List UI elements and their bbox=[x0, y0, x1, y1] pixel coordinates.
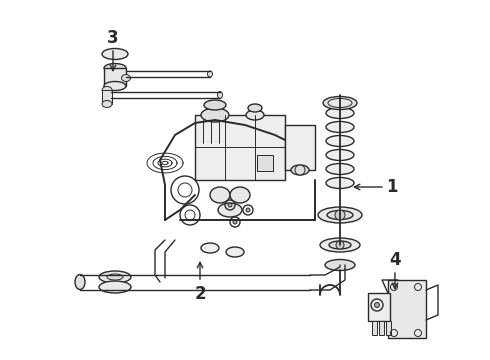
Ellipse shape bbox=[207, 71, 213, 77]
Circle shape bbox=[233, 220, 237, 224]
Text: 4: 4 bbox=[389, 251, 401, 269]
Ellipse shape bbox=[210, 187, 230, 203]
Ellipse shape bbox=[122, 75, 130, 81]
Ellipse shape bbox=[320, 238, 360, 252]
Bar bbox=[379, 321, 384, 335]
Ellipse shape bbox=[248, 104, 262, 112]
Ellipse shape bbox=[326, 135, 354, 147]
Ellipse shape bbox=[226, 247, 244, 257]
Ellipse shape bbox=[291, 165, 309, 175]
Ellipse shape bbox=[75, 274, 85, 289]
Bar bbox=[285, 125, 315, 170]
Ellipse shape bbox=[102, 100, 112, 108]
Ellipse shape bbox=[318, 207, 362, 223]
Circle shape bbox=[228, 203, 232, 207]
Ellipse shape bbox=[201, 243, 219, 253]
Bar bbox=[104, 68, 126, 86]
Ellipse shape bbox=[326, 108, 354, 118]
Text: 2: 2 bbox=[194, 285, 206, 303]
Ellipse shape bbox=[323, 96, 357, 109]
Ellipse shape bbox=[325, 260, 355, 270]
Circle shape bbox=[335, 210, 345, 220]
Ellipse shape bbox=[107, 274, 123, 280]
Text: 3: 3 bbox=[107, 29, 119, 47]
Bar bbox=[386, 321, 391, 335]
Ellipse shape bbox=[218, 203, 242, 217]
Ellipse shape bbox=[102, 49, 128, 59]
Bar bbox=[368, 293, 390, 321]
Ellipse shape bbox=[329, 241, 351, 249]
Bar bbox=[102, 90, 112, 104]
Circle shape bbox=[295, 165, 305, 175]
Ellipse shape bbox=[99, 281, 131, 293]
Ellipse shape bbox=[326, 177, 354, 189]
Ellipse shape bbox=[230, 187, 250, 203]
Circle shape bbox=[374, 302, 379, 307]
Ellipse shape bbox=[326, 163, 354, 175]
Ellipse shape bbox=[327, 211, 353, 220]
Ellipse shape bbox=[102, 86, 112, 94]
Circle shape bbox=[246, 208, 250, 212]
Bar bbox=[388, 280, 426, 338]
Ellipse shape bbox=[104, 63, 126, 72]
Ellipse shape bbox=[218, 91, 222, 99]
Text: 1: 1 bbox=[386, 178, 398, 196]
Bar bbox=[372, 321, 377, 335]
Ellipse shape bbox=[99, 271, 131, 283]
Ellipse shape bbox=[326, 122, 354, 132]
Bar bbox=[195, 115, 285, 180]
Ellipse shape bbox=[326, 149, 354, 161]
Ellipse shape bbox=[328, 99, 352, 108]
Ellipse shape bbox=[104, 81, 126, 90]
Ellipse shape bbox=[246, 110, 264, 120]
Ellipse shape bbox=[204, 100, 226, 110]
Circle shape bbox=[336, 241, 344, 249]
Bar bbox=[257, 155, 273, 171]
Ellipse shape bbox=[201, 108, 229, 122]
